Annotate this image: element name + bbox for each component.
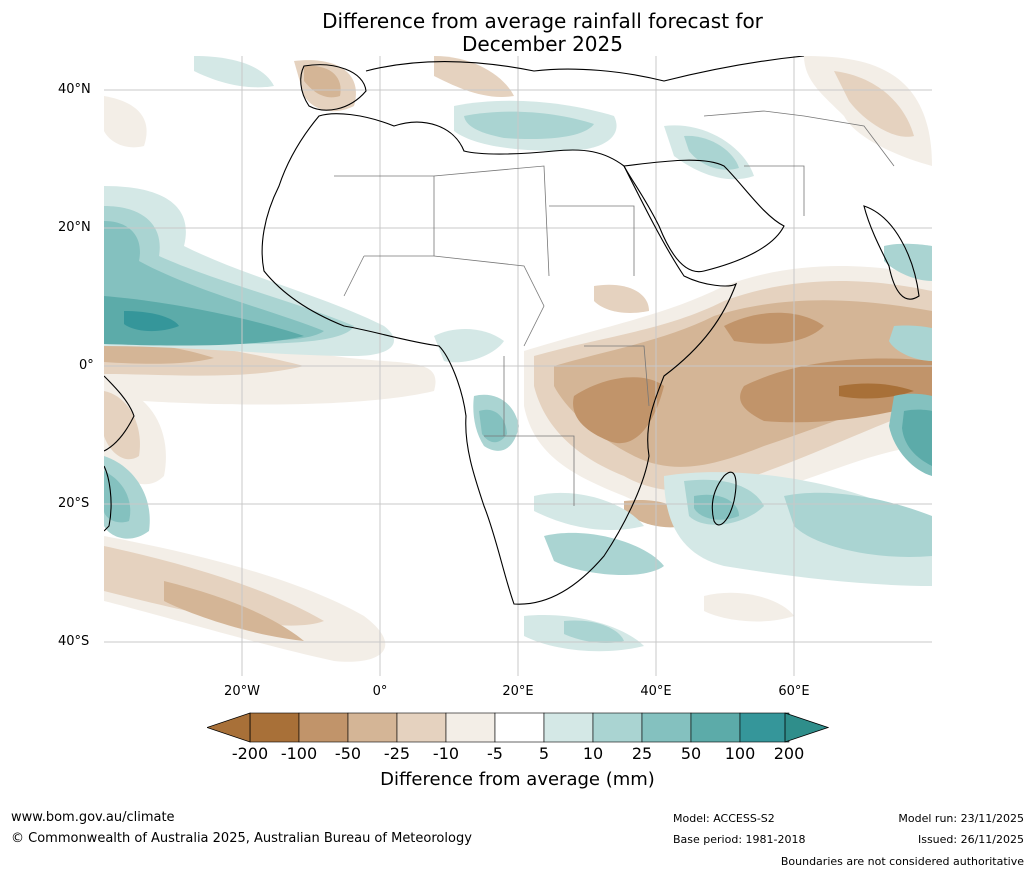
footer-model: Model: ACCESS-S2 [673,812,775,825]
footer-website: www.bom.gov.au/climate [11,810,175,825]
title-line-1: Difference from average rainfall forecas… [322,9,763,33]
lat-label-40n: 40°N [58,82,91,97]
colorbar-tick-label: 5 [538,744,550,763]
colorbar-over-arrow [784,712,829,743]
colorbar-tick-label: 200 [773,744,805,763]
colorbar-tick-label: 50 [680,744,702,763]
country-borders [334,110,895,506]
colorbar-cell [249,712,300,743]
lat-label-20n: 20°N [58,220,91,235]
map-title: Difference from average rainfall forecas… [0,10,1035,56]
colorbar-tick-label: -10 [432,744,460,763]
colorbar-under-arrow [207,712,251,743]
lat-label-20s: 20°S [58,496,90,511]
colorbar-cell [641,712,692,743]
colorbar-cell [592,712,643,743]
colorbar-cell [445,712,496,743]
colorbar-cell [543,712,594,743]
colorbar-cell [494,712,545,743]
colorbar-tick-label: -100 [280,744,318,763]
colorbar [207,712,829,743]
map-svg [104,56,932,676]
lon-label-20e: 20°E [502,684,534,699]
colorbar-tick-label: -200 [231,744,269,763]
footer-issued: Issued: 26/11/2025 [917,833,1024,846]
colorbar-cell [396,712,447,743]
lon-label-20w: 20°W [224,684,260,699]
colorbar-tick-label: -50 [334,744,362,763]
footer-disclaimer: Boundaries are not considered authoritat… [780,855,1024,868]
graticule [104,56,932,676]
colorbar-label: Difference from average (mm) [380,769,655,790]
colorbar-tick-label: -5 [487,744,503,763]
lat-label-0: 0° [79,358,94,373]
colorbar-cell [298,712,349,743]
colorbar-tick-label: -25 [383,744,411,763]
colorbar-tick-label: 100 [724,744,756,763]
rainfall-anomaly-map [104,56,932,676]
lon-label-60e: 60°E [778,684,810,699]
colorbar-tick-label: 25 [631,744,653,763]
footer-model-run: Model run: 23/11/2025 [898,812,1024,825]
footer-base-period: Base period: 1981-2018 [673,833,806,846]
wet-anomaly-areas [104,56,932,652]
title-line-2: December 2025 [462,32,623,56]
coastlines [104,56,920,605]
colorbar-cell [690,712,741,743]
colorbar-cell [739,712,790,743]
footer-copyright: © Commonwealth of Australia 2025, Austra… [11,831,472,846]
lon-label-40e: 40°E [640,684,672,699]
dry-anomaly-areas [104,56,932,662]
colorbar-cells [249,712,790,743]
colorbar-tick-label: 10 [582,744,604,763]
colorbar-cell [347,712,398,743]
lat-label-40s: 40°S [58,634,90,649]
lon-label-0: 0° [372,684,388,699]
